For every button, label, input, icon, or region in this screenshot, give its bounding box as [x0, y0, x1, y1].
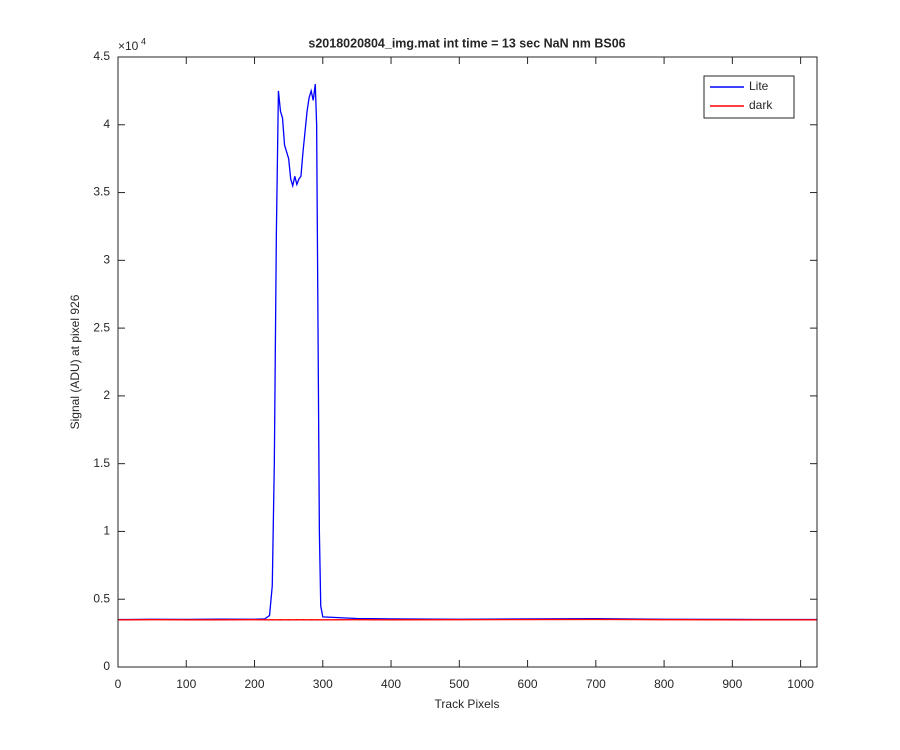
y-multiplier-exponent: 4 [141, 36, 146, 46]
y-tick-label: 3 [103, 253, 110, 267]
x-tick-label: 300 [313, 677, 333, 691]
data-line [117, 84, 817, 621]
legend-box [703, 75, 795, 119]
legend-label: Lite [749, 79, 769, 93]
x-tick-label: 600 [518, 677, 538, 691]
axes-box [117, 56, 818, 668]
plot-area [118, 57, 817, 667]
y-tick-label: 0 [103, 659, 110, 673]
x-tick-label: 200 [245, 677, 265, 691]
x-tick-label: 700 [586, 677, 606, 691]
y-axis-label: Signal (ADU) at pixel 926 [68, 294, 82, 429]
y-tick-label: 4.5 [93, 49, 110, 63]
y-tick-label: 1.5 [93, 456, 110, 470]
chart-title: s2018020804_img.mat int time = 13 sec Na… [308, 36, 625, 50]
x-tick-label: 1000 [787, 677, 814, 691]
x-tick-label: 900 [722, 677, 742, 691]
x-tick-label: 400 [381, 677, 401, 691]
x-tick-label: 800 [654, 677, 674, 691]
legend-label: dark [749, 98, 773, 112]
y-tick-label: 1 [103, 524, 110, 538]
x-axis-label: Track Pixels [435, 697, 500, 711]
x-tick-label: 500 [449, 677, 469, 691]
y-tick-label: 4 [103, 117, 110, 131]
y-tick-label: 2.5 [93, 320, 110, 334]
x-tick-label: 100 [176, 677, 196, 691]
x-tick-label: 0 [115, 677, 122, 691]
y-tick-label: 0.5 [93, 591, 110, 605]
y-multiplier: ×10 [118, 39, 139, 53]
y-tick-label: 3.5 [93, 185, 110, 199]
y-tick-label: 2 [103, 388, 110, 402]
